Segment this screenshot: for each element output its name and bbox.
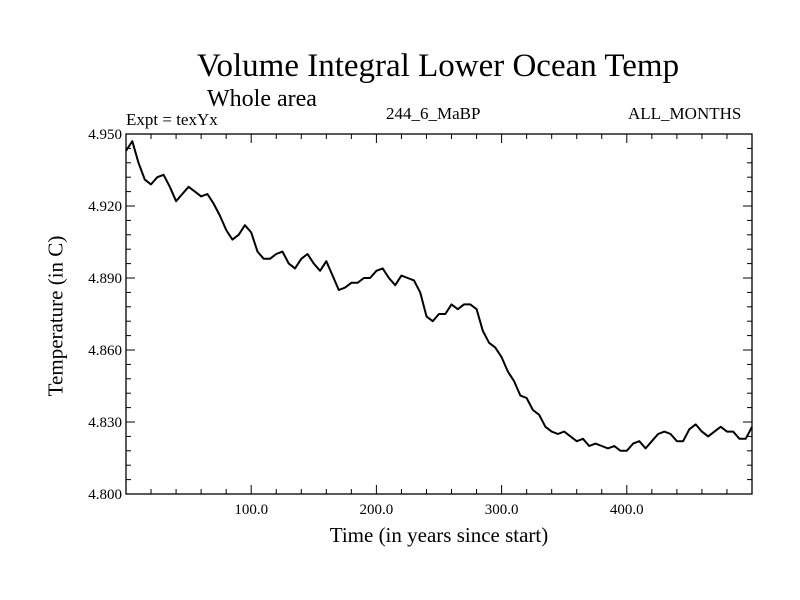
chart-subtitle: Whole area — [207, 86, 317, 112]
x-tick-label: 200.0 — [360, 502, 394, 518]
x-tick-label: 100.0 — [234, 502, 268, 518]
y-tick-label: 4.860 — [88, 343, 122, 359]
x-tick-label: 300.0 — [485, 502, 519, 518]
months-label: ALL_MONTHS — [628, 104, 742, 123]
y-tick-label: 4.890 — [88, 271, 122, 287]
chart-title: Volume Integral Lower Ocean Temp — [196, 48, 680, 84]
run-id-label: 244_6_MaBP — [386, 104, 481, 123]
x-tick-label: 400.0 — [610, 502, 644, 518]
plot-frame — [125, 133, 753, 495]
expt-label: Expt = texYx — [126, 110, 218, 129]
y-tick-label: 4.830 — [88, 415, 122, 431]
temperature-series-line — [125, 140, 753, 452]
y-tick-label: 4.800 — [88, 487, 122, 503]
y-tick-label: 4.920 — [88, 199, 122, 215]
y-tick-label: 4.950 — [88, 127, 122, 143]
tick-labels: 100.0 200.0 300.0 400.0 4.800 4.830 4.860 4.890… — [88, 127, 643, 518]
x-axis-label: Time (in years since start) — [329, 523, 549, 547]
axis-ticks — [126, 134, 752, 494]
